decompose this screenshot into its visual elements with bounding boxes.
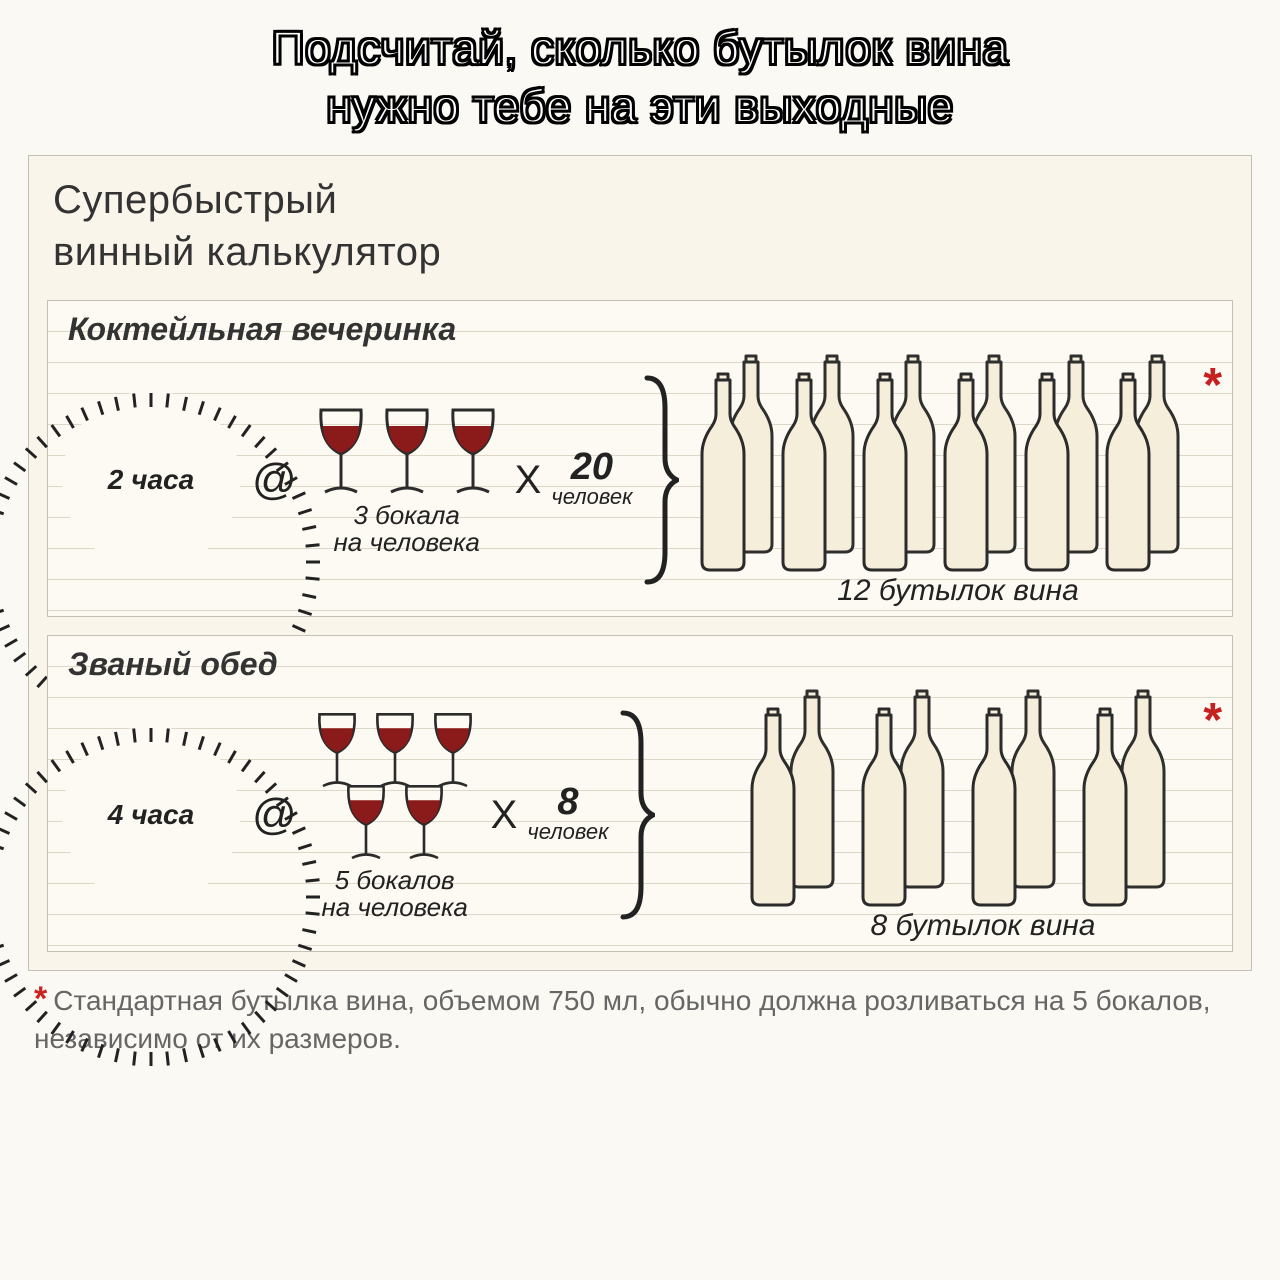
scenario-title: Званый обед (62, 646, 1218, 683)
curly-brace-icon (615, 705, 655, 925)
bottles-caption: 8 бутылок вина (871, 909, 1096, 943)
header-line-2: нужно тебе на эти выходные (40, 78, 1240, 136)
bottles-block: *12 бутылок вина (698, 352, 1218, 608)
wine-bottle-icon (698, 372, 748, 572)
calculator-title: Супербыстрый винный калькулятор (29, 156, 1251, 300)
clock-label: 2 часа (108, 465, 194, 496)
glasses-block: 5 бокалов на человека (309, 709, 481, 922)
people-label: человек (551, 484, 632, 510)
wine-bottle-icon (1080, 707, 1130, 907)
wine-glass-icon (441, 404, 505, 500)
meme-header: Подсчитай, сколько бутылок вина нужно те… (0, 0, 1280, 145)
people-count: 20 (551, 450, 632, 484)
wine-bottle-icon (1103, 372, 1153, 572)
bottles-caption: 12 бутылок вина (837, 574, 1079, 608)
people-label: человек (527, 819, 608, 845)
wine-bottle-icon (859, 707, 909, 907)
clock: 4 часа (62, 726, 240, 904)
scenario-title: Коктейльная вечеринка (62, 311, 1218, 348)
clock-label: 4 часа (108, 800, 194, 831)
wine-bottle-icon (779, 372, 829, 572)
wine-glass-icon (309, 404, 373, 500)
scenario-1: Званый обед4 часа@5 бокалов на человекаX… (47, 635, 1233, 952)
clock: 2 часа (62, 391, 240, 569)
glasses-caption: 5 бокалов на человека (321, 867, 467, 922)
wine-bottle-icon (748, 707, 798, 907)
wine-bottle-icon (1022, 372, 1072, 572)
wine-bottle-icon (969, 707, 1019, 907)
people-count-block: 20человек (551, 450, 632, 510)
curly-brace-icon (639, 370, 679, 590)
scenario-0: Коктейльная вечеринка2 часа@3 бокала на … (47, 300, 1233, 617)
wine-bottle-icon (860, 372, 910, 572)
wine-glass-icon (396, 781, 452, 865)
header-line-1: Подсчитай, сколько бутылок вина (40, 20, 1240, 78)
glasses-caption: 3 бокала на человека (333, 502, 479, 557)
infographic-frame: Супербыстрый винный калькулятор Коктейль… (28, 155, 1252, 971)
footnote: *Стандартная бутылка вина, объемом 750 м… (0, 971, 1280, 1078)
asterisk-icon: * (1203, 693, 1222, 748)
bottles-block: *8 бутылок вина (748, 687, 1218, 943)
multiply-symbol: X (491, 793, 518, 838)
multiply-symbol: X (515, 458, 542, 503)
wine-glass-icon (338, 781, 394, 865)
asterisk-icon: * (1203, 358, 1222, 413)
footnote-text: Стандартная бутылка вина, объемом 750 мл… (34, 985, 1211, 1054)
glasses-block: 3 бокала на человека (309, 404, 505, 557)
wine-glass-icon (375, 404, 439, 500)
people-count: 8 (527, 785, 608, 819)
people-count-block: 8человек (527, 785, 608, 845)
wine-bottle-icon (941, 372, 991, 572)
